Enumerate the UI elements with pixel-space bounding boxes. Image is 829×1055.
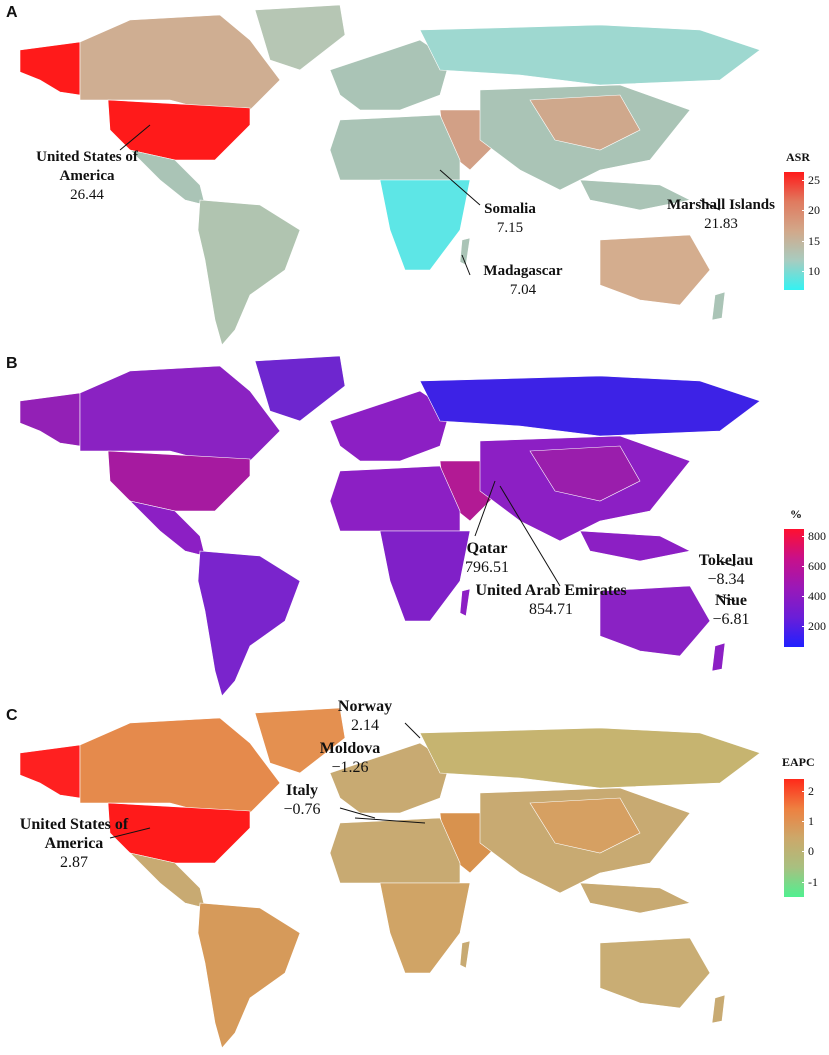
country-label-usa: United States of America 26.44 [36, 149, 138, 203]
legend-tick: 10 [802, 264, 820, 278]
legend-color-bar [784, 779, 804, 897]
leader-line [109, 827, 151, 839]
region-canada [79, 717, 281, 814]
leader-line [499, 485, 561, 587]
region-africa-south [379, 882, 471, 974]
country-label-qatar: Qatar 796.51 [465, 540, 509, 576]
leader-line [719, 595, 736, 602]
region-greenland [254, 355, 346, 422]
world-map [19, 355, 761, 697]
map-panel-asr: A ASR 25 20 15 10 United States of Ameri… [0, 0, 829, 350]
region-south-america [197, 550, 301, 697]
region-europe [329, 390, 451, 462]
country-label-italy: Italy −0.76 [283, 782, 321, 818]
legend-color-bar [784, 529, 804, 647]
legend-tick: 200 [802, 619, 826, 633]
region-canada [79, 14, 281, 111]
region-europe [329, 742, 451, 814]
leader-line [474, 480, 496, 537]
country-label-norway: Norway 2.14 [337, 698, 393, 734]
region-china [529, 797, 641, 854]
region-south-america [197, 199, 301, 346]
region-madagascar [459, 237, 471, 266]
legend-tick: 0 [802, 844, 814, 858]
region-greenland [254, 4, 346, 71]
region-usa [107, 802, 251, 864]
legend-tick: 2 [802, 784, 814, 798]
panel-letter: C [6, 707, 18, 724]
region-madagascar [459, 588, 471, 617]
legend-tick: 800 [802, 529, 826, 543]
map-panel-percent-change: B % 800 600 400 200 Qatar 796.51 United … [0, 351, 829, 701]
leader-line [404, 722, 421, 739]
region-canada [79, 365, 281, 462]
region-south-america [197, 902, 301, 1049]
region-australia [599, 937, 711, 1009]
legend-title: ASR [786, 150, 811, 164]
region-africa-south [379, 179, 471, 271]
leader-line [461, 254, 471, 276]
legend-tick: 15 [802, 234, 820, 248]
region-china [529, 445, 641, 502]
map-panel-eapc: C EAPC 2 1 0 -1 Norway 2.14 Moldova −1.2… [0, 698, 829, 1053]
legend-tick: 25 [802, 173, 820, 187]
legend-tick: 600 [802, 559, 826, 573]
region-russia [419, 375, 761, 437]
region-russia [419, 24, 761, 86]
region-australia [599, 585, 711, 657]
region-usa [107, 99, 251, 161]
region-se-asia [579, 882, 691, 914]
legend-title: % [790, 507, 802, 521]
region-africa-south [379, 530, 471, 622]
region-nz [711, 994, 726, 1024]
country-label-uae: United Arab Emirates 854.71 [475, 582, 627, 618]
region-se-asia [579, 179, 691, 211]
region-alaska [19, 744, 81, 799]
legend-title: EAPC [782, 755, 815, 769]
region-alaska [19, 41, 81, 96]
region-africa-north [329, 465, 461, 532]
country-label-niue: Niue −6.81 [712, 592, 750, 628]
leader-line [354, 817, 426, 824]
country-label-marshall-islands: Marshall Islands 21.83 [667, 197, 775, 232]
country-label-madagascar: Madagascar 7.04 [483, 263, 563, 298]
region-usa [107, 450, 251, 512]
region-europe [329, 39, 451, 111]
legend-tick: 20 [802, 203, 820, 217]
region-nz [711, 642, 726, 672]
legend-color-bar [784, 172, 804, 290]
region-madagascar [459, 940, 471, 969]
region-se-asia [579, 530, 691, 562]
region-africa-north [329, 817, 461, 884]
country-label-tokelau: Tokelau −8.34 [698, 552, 754, 588]
leader-line [339, 807, 376, 819]
region-australia [599, 234, 711, 306]
world-map [19, 4, 761, 346]
legend-tick: 400 [802, 589, 826, 603]
leader-line [439, 169, 481, 206]
country-label-usa: United States of America 2.87 [19, 816, 129, 871]
region-nz [711, 291, 726, 321]
region-china [529, 94, 641, 151]
region-greenland [254, 707, 346, 774]
legend-tick: -1 [802, 875, 818, 889]
region-alaska [19, 392, 81, 447]
panel-letter: B [6, 355, 18, 372]
legend-tick: 1 [802, 814, 814, 828]
country-label-somalia: Somalia 7.15 [484, 201, 536, 236]
panel-letter: A [6, 4, 18, 21]
country-label-moldova: Moldova −1.26 [319, 740, 381, 776]
leader-line [699, 199, 721, 211]
region-russia [419, 727, 761, 789]
leader-line [119, 124, 151, 151]
world-map [19, 707, 761, 1049]
leader-line [719, 560, 736, 567]
